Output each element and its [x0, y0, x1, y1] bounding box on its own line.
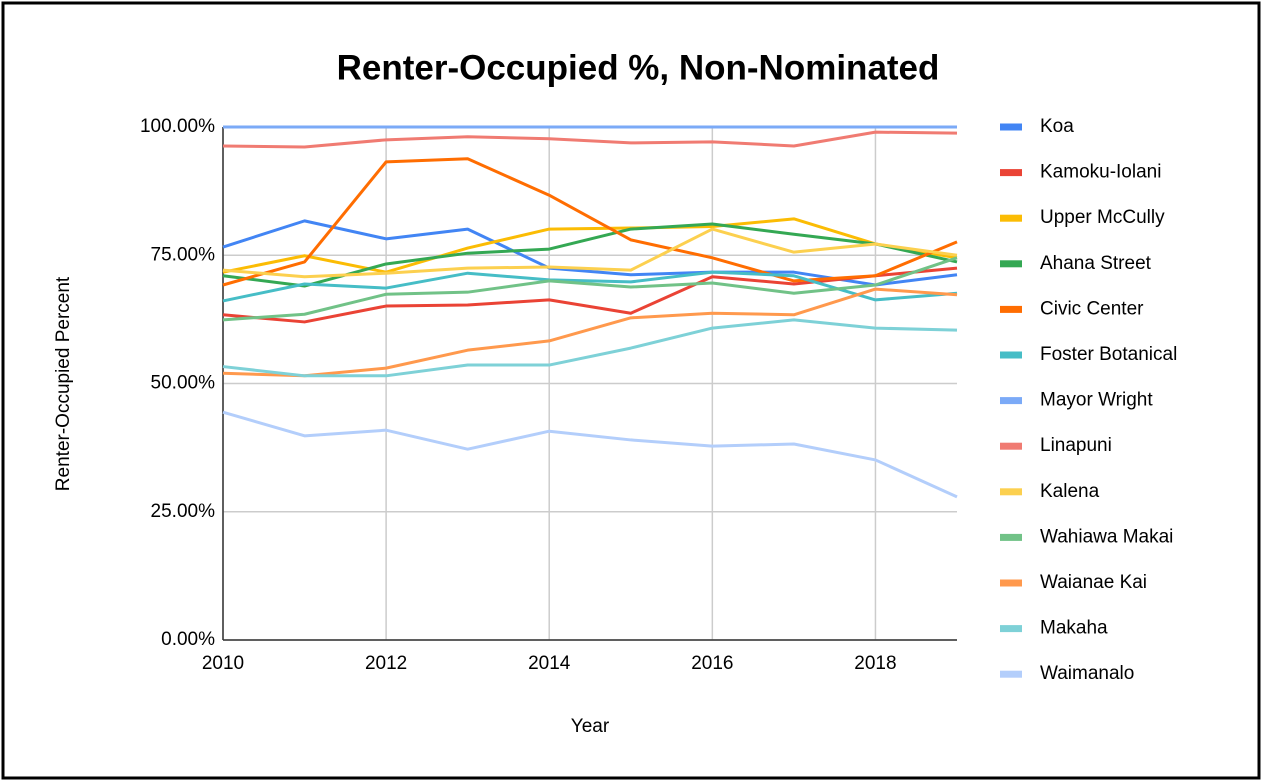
series-line — [222, 217, 958, 274]
y-tick-label: 25.00% — [151, 501, 216, 522]
legend-label: Mayor Wright — [1040, 390, 1153, 411]
legend-label: Wahiawa Makai — [1040, 526, 1173, 547]
x-tick-label: 2018 — [854, 653, 896, 674]
series-line — [222, 318, 958, 378]
x-tick-label: 2012 — [365, 653, 407, 674]
legend-swatch — [1000, 533, 1022, 541]
legend-label: Linapuni — [1040, 435, 1112, 456]
legend-swatch — [1000, 397, 1022, 405]
legend-swatch — [1000, 351, 1022, 359]
legend-label: Foster Botanical — [1040, 344, 1177, 365]
x-tick-label: 2014 — [528, 653, 571, 674]
legend-label: Waimanalo — [1040, 663, 1134, 684]
legend-swatch — [1000, 442, 1022, 450]
series-line — [222, 227, 958, 279]
legend-swatch — [1000, 169, 1022, 177]
series-line — [222, 410, 958, 499]
legend-label: Kalena — [1040, 481, 1100, 502]
legend-label: Upper McCully — [1040, 207, 1165, 228]
x-tick-label: 2010 — [202, 653, 244, 674]
y-tick-label: 75.00% — [151, 244, 216, 265]
chart-title: Renter-Occupied %, Non-Nominated — [337, 48, 940, 87]
y-tick-label: 0.00% — [161, 629, 215, 650]
y-tick-label: 100.00% — [140, 116, 215, 137]
legend-label: Ahana Street — [1040, 253, 1152, 274]
legend-swatch — [1000, 488, 1022, 496]
legend-label: Kamoku-Iolani — [1040, 162, 1161, 183]
legend-swatch — [1000, 305, 1022, 313]
legend-swatch — [1000, 625, 1022, 633]
series-line — [222, 130, 958, 149]
legend-swatch — [1000, 260, 1022, 268]
series-line — [222, 287, 958, 378]
legend-swatch — [1000, 579, 1022, 587]
y-axis-label: Renter-Occupied Percent — [53, 276, 74, 491]
legend-label: Civic Center — [1040, 298, 1144, 319]
series-line — [222, 256, 958, 322]
x-axis-label: Year — [571, 716, 610, 737]
legend-label: Makaha — [1040, 618, 1108, 639]
series-line — [222, 157, 958, 287]
legend-label: Koa — [1040, 116, 1074, 137]
legend-swatch — [1000, 670, 1022, 678]
y-tick-label: 50.00% — [151, 373, 216, 394]
legend-swatch — [1000, 214, 1022, 222]
legend-label: Waianae Kai — [1040, 572, 1147, 593]
legend-swatch — [1000, 123, 1022, 131]
series-line — [222, 266, 958, 324]
x-tick-label: 2016 — [691, 653, 733, 674]
